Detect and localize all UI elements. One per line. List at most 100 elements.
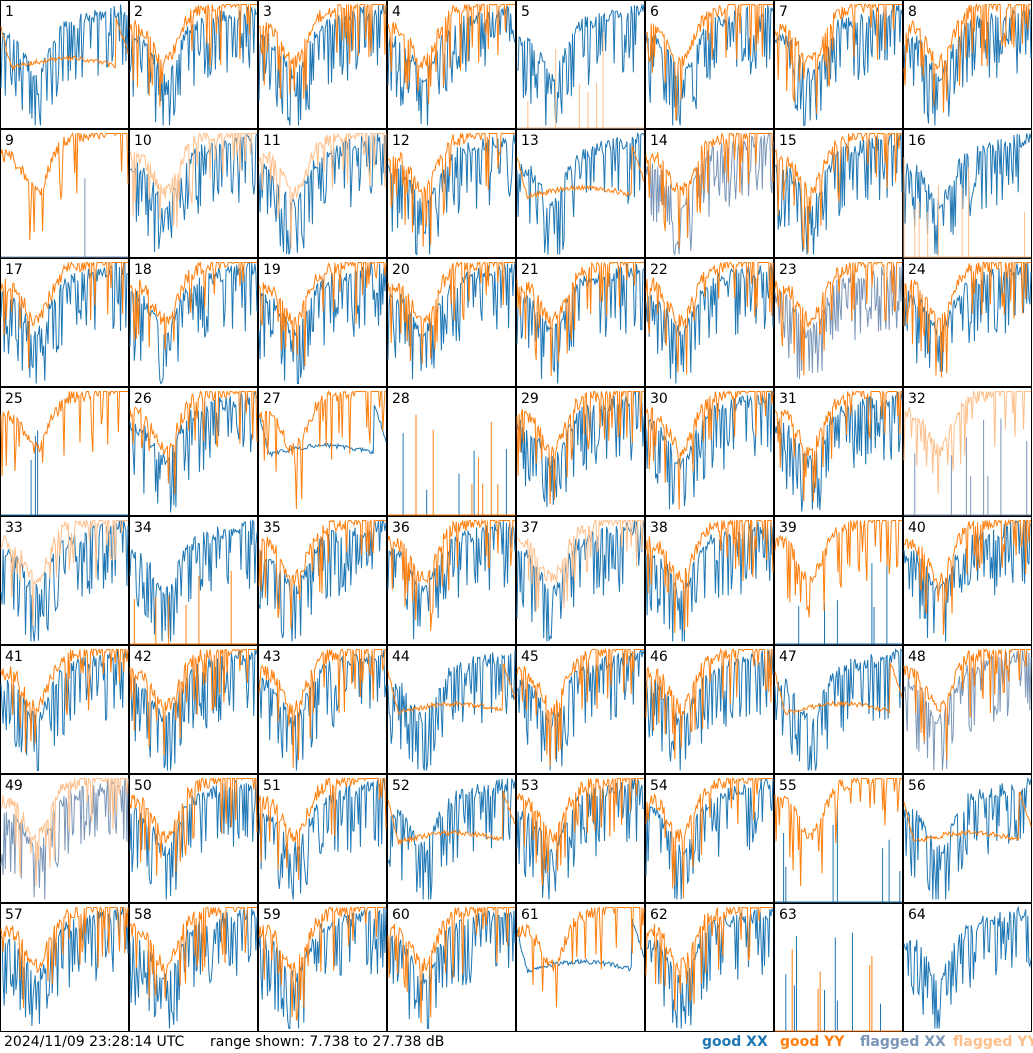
panel-label: 62 bbox=[650, 907, 668, 923]
legend-good-xx: good XX bbox=[702, 1034, 768, 1050]
series-yy-20 bbox=[387, 260, 515, 364]
panel-60: 60 bbox=[387, 903, 516, 1032]
panel-48: 48 bbox=[903, 645, 1032, 774]
panel-label: 29 bbox=[521, 391, 539, 407]
series-xx-18 bbox=[129, 261, 258, 385]
panel-3: 3 bbox=[258, 0, 387, 129]
series-yy-24 bbox=[903, 261, 1031, 378]
series-yy-38 bbox=[645, 518, 774, 634]
series-yy-2 bbox=[129, 3, 257, 107]
panel-40: 40 bbox=[903, 516, 1032, 645]
panel-label: 63 bbox=[779, 907, 797, 923]
series-yy-46 bbox=[645, 647, 773, 759]
panel-50: 50 bbox=[129, 774, 258, 903]
panel-label: 53 bbox=[521, 778, 539, 794]
panel-52: 52 bbox=[387, 774, 516, 903]
panel-23: 23 bbox=[774, 258, 903, 387]
series-yy-4 bbox=[387, 4, 515, 104]
series-yy-53 bbox=[516, 777, 644, 886]
panel-label: 59 bbox=[263, 907, 281, 923]
panel-39: 39 bbox=[774, 516, 903, 645]
series-yy-45 bbox=[516, 647, 644, 767]
panel-47: 47 bbox=[774, 645, 903, 774]
panel-label: 51 bbox=[263, 778, 281, 794]
series-yy-55 bbox=[774, 777, 902, 887]
series-xx-26 bbox=[129, 391, 258, 513]
panel-34: 34 bbox=[129, 516, 258, 645]
series-xx-6 bbox=[645, 4, 774, 126]
panel-label: 26 bbox=[134, 391, 152, 407]
series-yy-13 bbox=[516, 145, 645, 200]
panel-label: 19 bbox=[263, 262, 281, 278]
panel-label: 7 bbox=[779, 4, 788, 20]
series-xx-21 bbox=[516, 263, 645, 384]
panel-label: 45 bbox=[521, 649, 539, 665]
series-xx-25 bbox=[1, 430, 128, 516]
panel-label: 6 bbox=[650, 4, 659, 20]
panel-21: 21 bbox=[516, 258, 645, 387]
panel-label: 20 bbox=[392, 262, 410, 278]
panel-32: 32 bbox=[903, 387, 1032, 516]
panel-label: 35 bbox=[263, 520, 281, 536]
panel-12: 12 bbox=[387, 129, 516, 258]
panel-25: 25 bbox=[0, 387, 129, 516]
panel-38: 38 bbox=[645, 516, 774, 645]
series-yy-25 bbox=[0, 390, 128, 476]
series-yy-26 bbox=[129, 389, 258, 495]
panel-64: 64 bbox=[903, 903, 1032, 1032]
panel-18: 18 bbox=[129, 258, 258, 387]
series-yy-32 bbox=[903, 389, 1031, 495]
series-yy-61 bbox=[516, 906, 645, 1008]
panel-46: 46 bbox=[645, 645, 774, 774]
panel-label: 55 bbox=[779, 778, 797, 794]
series-yy-43 bbox=[258, 648, 386, 768]
panel-7: 7 bbox=[774, 0, 903, 129]
panel-44: 44 bbox=[387, 645, 516, 774]
panel-label: 23 bbox=[779, 262, 797, 278]
panel-label: 42 bbox=[134, 649, 152, 665]
series-yy-34 bbox=[130, 571, 257, 645]
panel-label: 60 bbox=[392, 907, 410, 923]
panel-label: 25 bbox=[5, 391, 23, 407]
panel-55: 55 bbox=[774, 774, 903, 903]
panel-31: 31 bbox=[774, 387, 903, 516]
panel-label: 17 bbox=[5, 262, 23, 278]
panel-1: 1 bbox=[0, 0, 129, 129]
panel-53: 53 bbox=[516, 774, 645, 903]
panel-label: 22 bbox=[650, 262, 668, 278]
panel-label: 28 bbox=[392, 391, 410, 407]
series-yy-11 bbox=[258, 132, 387, 249]
panel-4: 4 bbox=[387, 0, 516, 129]
series-yy-37 bbox=[516, 518, 644, 612]
panel-label: 10 bbox=[134, 133, 152, 149]
panel-frame bbox=[387, 387, 516, 516]
panel-30: 30 bbox=[645, 387, 774, 516]
panel-frame bbox=[774, 0, 903, 129]
panel-label: 30 bbox=[650, 391, 668, 407]
series-yy-10 bbox=[129, 132, 257, 228]
series-yy-62 bbox=[645, 906, 773, 1011]
panel-label: 32 bbox=[908, 391, 926, 407]
timestamp: 2024/11/09 23:28:14 UTC bbox=[4, 1034, 185, 1050]
series-xx-5 bbox=[516, 4, 645, 126]
panel-label: 16 bbox=[908, 133, 926, 149]
series-xx-7 bbox=[774, 4, 903, 127]
panel-label: 44 bbox=[392, 649, 410, 665]
panel-label: 50 bbox=[134, 778, 152, 794]
series-yy-1 bbox=[0, 17, 129, 71]
series-xx-58 bbox=[129, 907, 258, 1029]
series-yy-51 bbox=[258, 776, 387, 880]
panel-20: 20 bbox=[387, 258, 516, 387]
panel-22: 22 bbox=[645, 258, 774, 387]
series-yy-19 bbox=[258, 261, 387, 367]
panel-58: 58 bbox=[129, 903, 258, 1032]
panel-43: 43 bbox=[258, 645, 387, 774]
series-yy-49 bbox=[0, 777, 129, 887]
panel-label: 15 bbox=[779, 133, 797, 149]
series-xx-4 bbox=[387, 5, 516, 126]
panel-label: 34 bbox=[134, 520, 152, 536]
panel-6: 6 bbox=[645, 0, 774, 129]
panel-frame bbox=[903, 129, 1032, 258]
panel-label: 8 bbox=[908, 4, 917, 20]
